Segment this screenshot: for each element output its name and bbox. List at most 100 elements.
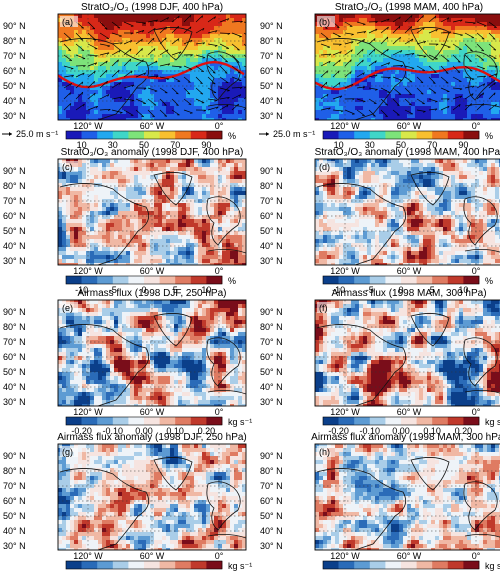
map-field — [58, 14, 246, 120]
coastline-africa — [207, 249, 246, 254]
colorbar-swatch — [385, 561, 402, 569]
coastline-africa — [207, 534, 246, 539]
map-field — [315, 300, 500, 406]
lon-label: 0° — [215, 551, 224, 561]
lat-label: 50° N — [3, 367, 26, 377]
colorbar-swatch — [112, 131, 129, 139]
lon-label: 120° W — [330, 407, 360, 417]
colorbar-swatch — [416, 417, 433, 425]
lat-label: 70° N — [260, 51, 283, 61]
colorbar-swatch — [323, 561, 339, 569]
colorbar-unit: % — [485, 131, 493, 141]
colorbar-swatch — [323, 276, 339, 284]
colorbar-swatch — [401, 417, 417, 425]
lat-label: 40° N — [3, 241, 26, 251]
colorbar-swatch — [190, 417, 207, 425]
lat-label: 80° N — [260, 36, 283, 46]
colorbar-swatch — [159, 276, 176, 284]
lat-label: 50° N — [260, 226, 283, 236]
lat-label: 40° N — [260, 241, 283, 251]
panel-title: StratO₃/O₃ (1998 DJF, 400 hPa) — [81, 2, 223, 13]
colorbar-tick: 0.00 — [135, 426, 153, 436]
lat-label: 80° N — [260, 181, 283, 191]
colorbar-swatch — [432, 276, 449, 284]
colorbar-swatch — [338, 276, 355, 284]
lon-label: 60° W — [397, 407, 422, 417]
lon-label: 0° — [215, 407, 224, 417]
colorbar-swatch — [144, 561, 160, 569]
coastline-africa — [207, 390, 246, 395]
colorbar-tick: 10 — [201, 285, 211, 295]
colorbar-swatch — [159, 131, 176, 139]
colorbar-swatch — [144, 131, 160, 139]
lat-label: 70° N — [3, 196, 26, 206]
lat-label: 90° N — [3, 166, 26, 176]
colorbar-tick: 10 — [458, 285, 468, 295]
colorbar-swatch — [416, 561, 433, 569]
colorbar-swatch — [432, 131, 449, 139]
map-frame — [57, 158, 247, 266]
lat-label: 60° N — [3, 352, 26, 362]
colorbar-swatch — [175, 561, 192, 569]
lat-label: 60° N — [260, 352, 283, 362]
panel-tag: (c) — [62, 162, 73, 172]
lat-label: 50° N — [3, 511, 26, 521]
coastline-north-america — [59, 183, 150, 265]
colorbar-swatch — [463, 276, 480, 284]
lat-label: 30° N — [260, 541, 283, 551]
lat-label: 30° N — [3, 256, 26, 266]
colorbar-tick: -5 — [366, 285, 374, 295]
colorbar-tick: -10 — [75, 285, 88, 295]
lat-label: 80° N — [3, 322, 26, 332]
lon-label: 0° — [472, 266, 481, 276]
lon-label: 120° W — [330, 121, 360, 131]
colorbar-tick: 0.20 — [455, 426, 473, 436]
lat-label: 60° N — [3, 211, 26, 221]
colorbar-unit: kg s⁻¹ — [228, 417, 252, 427]
colorbar-tick: 70 — [170, 140, 180, 150]
colorbar-swatch — [159, 417, 176, 425]
lon-label: 120° W — [73, 407, 103, 417]
colorbar-swatch — [432, 561, 449, 569]
wind-reference-label: 25.0 m s⁻¹ — [273, 129, 315, 139]
colorbar-tick: 0 — [141, 285, 146, 295]
map-field — [315, 444, 500, 550]
colorbar-swatch — [338, 561, 355, 569]
wind-reference-label: 25.0 m s⁻¹ — [16, 129, 58, 139]
lat-label: 30° N — [3, 111, 26, 121]
colorbar-unit: kg s⁻¹ — [485, 561, 500, 571]
colorbar-tick: -0.20 — [71, 426, 92, 436]
colorbar-swatch — [447, 276, 464, 284]
colorbar-tick: 10 — [334, 140, 344, 150]
colorbar-tick: 0 — [398, 285, 403, 295]
panel-tag: (b) — [319, 17, 330, 27]
coastline-europe — [463, 481, 498, 531]
lat-label: 60° N — [260, 211, 283, 221]
colorbar-swatch — [128, 417, 145, 425]
colorbar-swatch — [81, 131, 98, 139]
coastline-greenland — [410, 457, 450, 491]
panel-title: StratO₃/O₃ (1998 MAM, 400 hPa) — [335, 2, 483, 13]
map-field — [58, 159, 246, 265]
colorbar-swatch — [385, 417, 402, 425]
colorbar-swatch — [81, 561, 98, 569]
panel-c: StratO₃/O₃ anomaly (1998 DJF, 400 hPa) (c… — [3, 147, 247, 295]
panel-h: Airmass flux anomaly (1998 MAM, 300 hPa)… — [260, 432, 500, 571]
colorbar-swatch — [354, 561, 371, 569]
panel-title: Airmass flux anomaly (1998 DJF, 250 hPa) — [57, 432, 247, 443]
colorbar: 10 30 50 70 90% — [65, 130, 236, 150]
colorbar: 10 30 50 70 90% — [322, 130, 493, 150]
lat-label: 60° N — [260, 66, 283, 76]
colorbar-swatch — [66, 561, 82, 569]
lon-label: 60° W — [397, 551, 422, 561]
coastline-north-america — [59, 324, 150, 406]
colorbar-swatch — [112, 276, 129, 284]
colorbar-swatch — [447, 131, 464, 139]
lat-label: 30° N — [260, 256, 283, 266]
lon-label: 120° W — [330, 266, 360, 276]
colorbar-swatch — [369, 276, 386, 284]
colorbar-swatch — [354, 131, 371, 139]
colorbar-tick: 30 — [108, 140, 118, 150]
colorbar-swatch — [206, 561, 223, 569]
